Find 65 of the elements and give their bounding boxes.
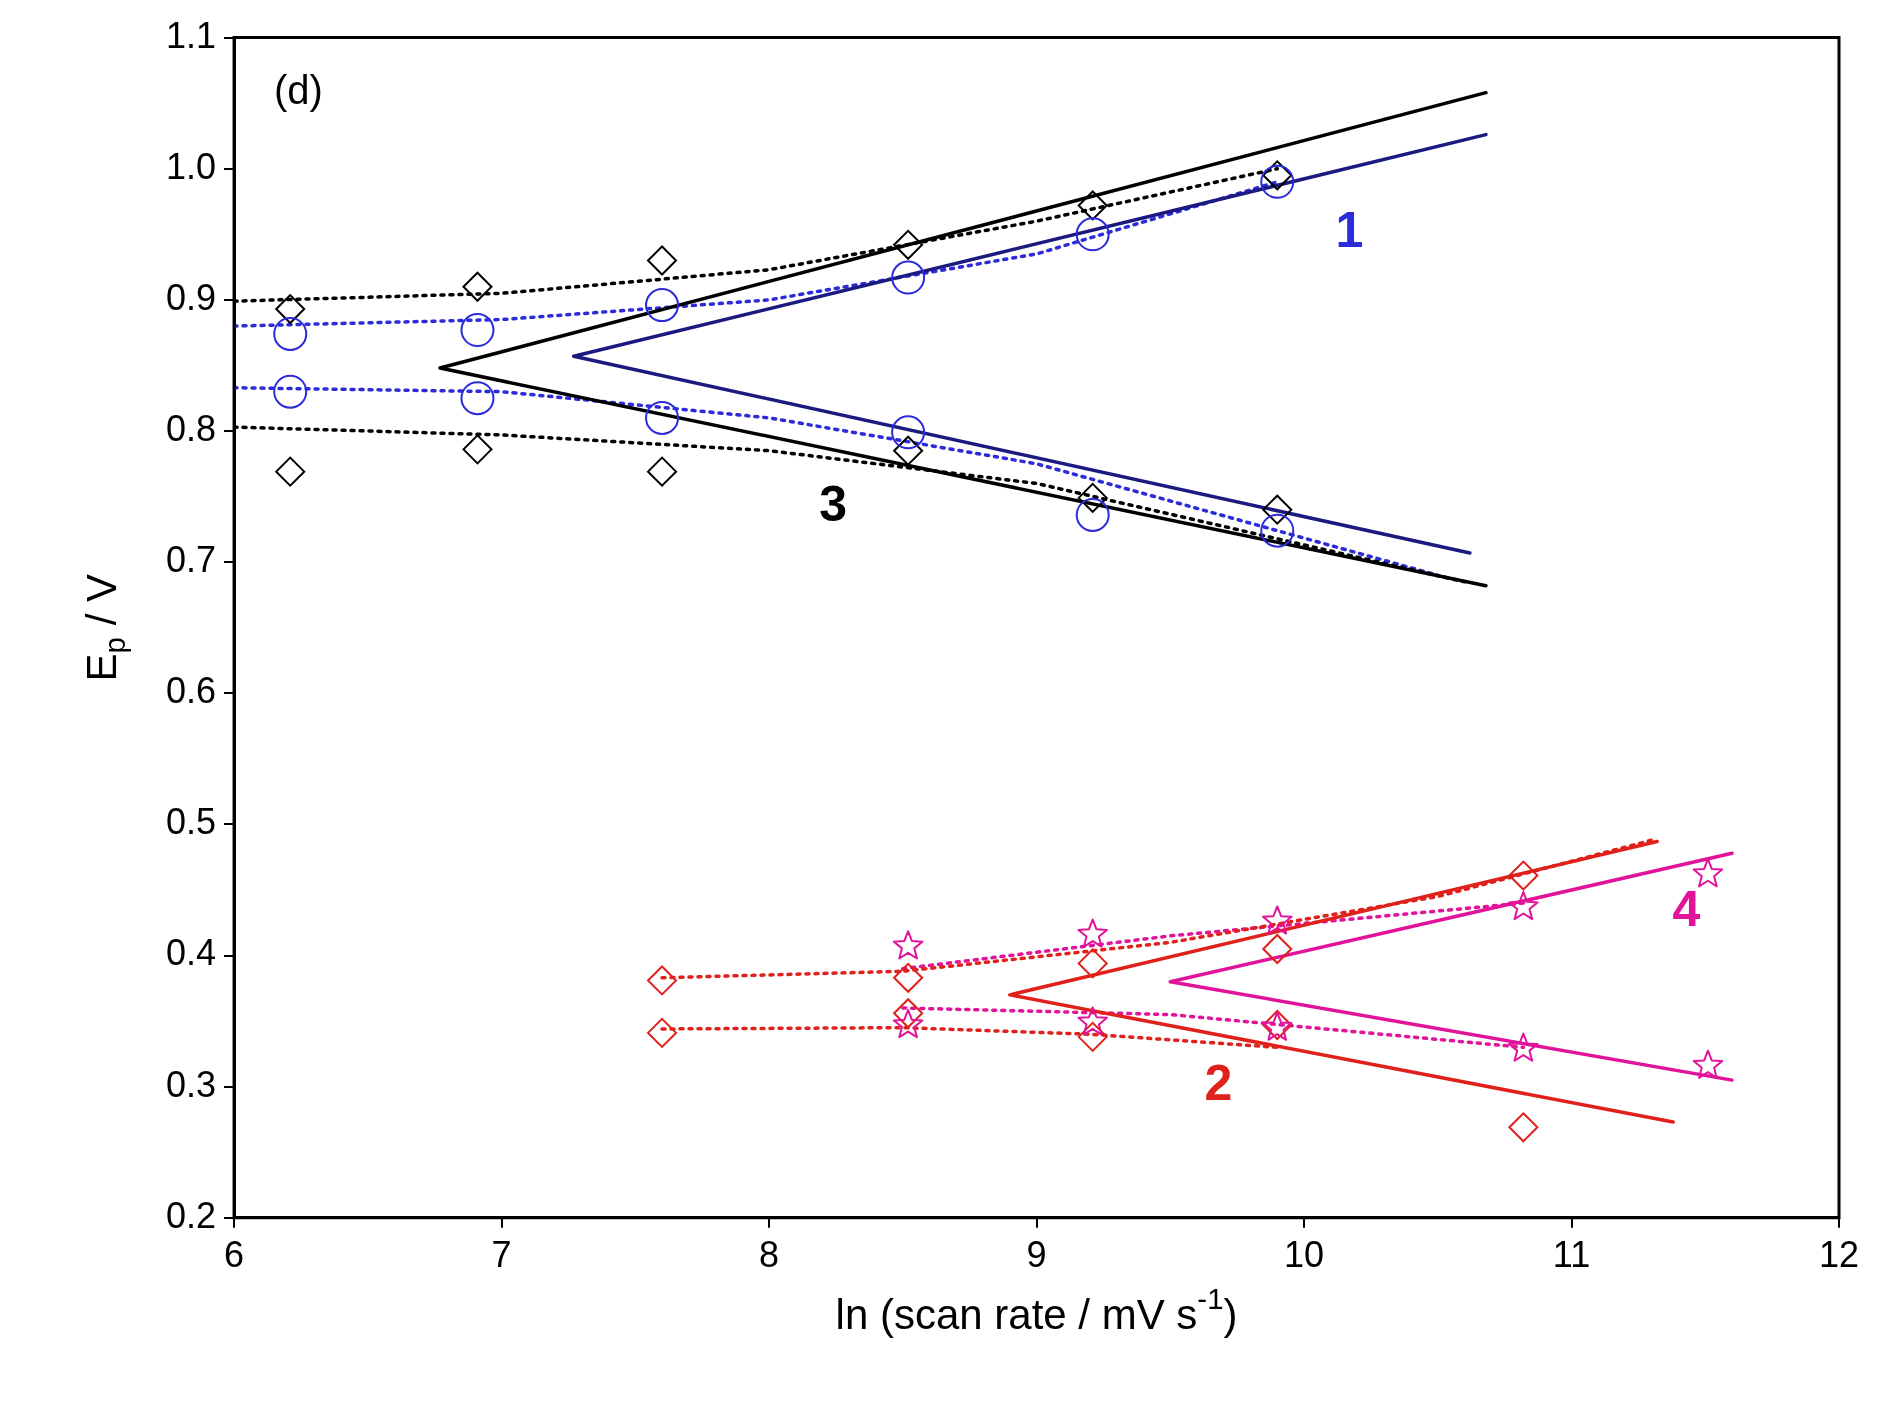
point: [645, 400, 680, 435]
point: [1077, 482, 1108, 513]
point: [647, 965, 678, 996]
point: [462, 434, 493, 465]
point: [1508, 860, 1539, 891]
series-label: 1: [1335, 201, 1364, 258]
point: [1077, 948, 1108, 979]
point: [647, 245, 678, 276]
point: [1075, 217, 1110, 252]
x-tick-label: 7: [491, 1234, 512, 1276]
point: [1260, 513, 1295, 548]
y-tick-label: 0.8: [166, 407, 217, 449]
point: [462, 271, 493, 302]
y-tick-label: 0.2: [166, 1194, 217, 1236]
x-tick-label: 11: [1552, 1234, 1591, 1276]
point: [1077, 190, 1108, 221]
point: [892, 930, 924, 960]
point: [893, 962, 924, 993]
point: [1692, 1049, 1724, 1079]
point: [1262, 905, 1293, 935]
point: [647, 456, 678, 487]
x-tick-label: 6: [224, 1234, 245, 1276]
point: [1262, 933, 1293, 964]
point: [275, 456, 306, 487]
y-tick-label: 0.5: [166, 801, 217, 843]
point: [1077, 1006, 1108, 1036]
point: [893, 998, 924, 1029]
point: [1260, 164, 1295, 199]
point: [273, 374, 308, 409]
point: [892, 1009, 924, 1039]
x-tick-label: 9: [1026, 1234, 1047, 1276]
series-label: 3: [819, 475, 848, 532]
y-tick-label: 0.3: [166, 1063, 217, 1105]
point: [1077, 918, 1108, 948]
y-axis-title: Ep / V: [77, 574, 131, 682]
annotation: (d): [274, 67, 323, 112]
y-tick-label: 0.7: [166, 539, 217, 581]
point: [1508, 1032, 1539, 1062]
point: [893, 229, 924, 260]
point: [275, 294, 306, 325]
point: [1508, 1112, 1539, 1143]
x-tick-label: 12: [1818, 1234, 1860, 1276]
point: [460, 381, 495, 416]
point: [1075, 497, 1110, 532]
point: [1262, 160, 1293, 191]
y-tick-label: 0.4: [166, 932, 217, 974]
point: [647, 1017, 678, 1048]
series-label: 2: [1204, 1055, 1233, 1112]
point: [891, 260, 926, 295]
point: [1508, 891, 1539, 921]
point: [891, 415, 926, 450]
y-tick-label: 1.0: [166, 145, 217, 187]
point: [1077, 1021, 1108, 1052]
y-tick-label: 0.9: [166, 276, 217, 318]
point: [273, 316, 308, 351]
point: [1692, 858, 1724, 888]
point: [460, 313, 495, 348]
y-tick-label: 1.1: [166, 14, 217, 56]
y-tick-label: 0.6: [166, 670, 217, 712]
x-tick-label: 10: [1283, 1234, 1325, 1276]
point: [645, 288, 680, 323]
series-label: 4: [1672, 881, 1701, 938]
x-tick-label: 8: [759, 1234, 780, 1276]
point: [1262, 494, 1293, 525]
point: [893, 435, 924, 466]
